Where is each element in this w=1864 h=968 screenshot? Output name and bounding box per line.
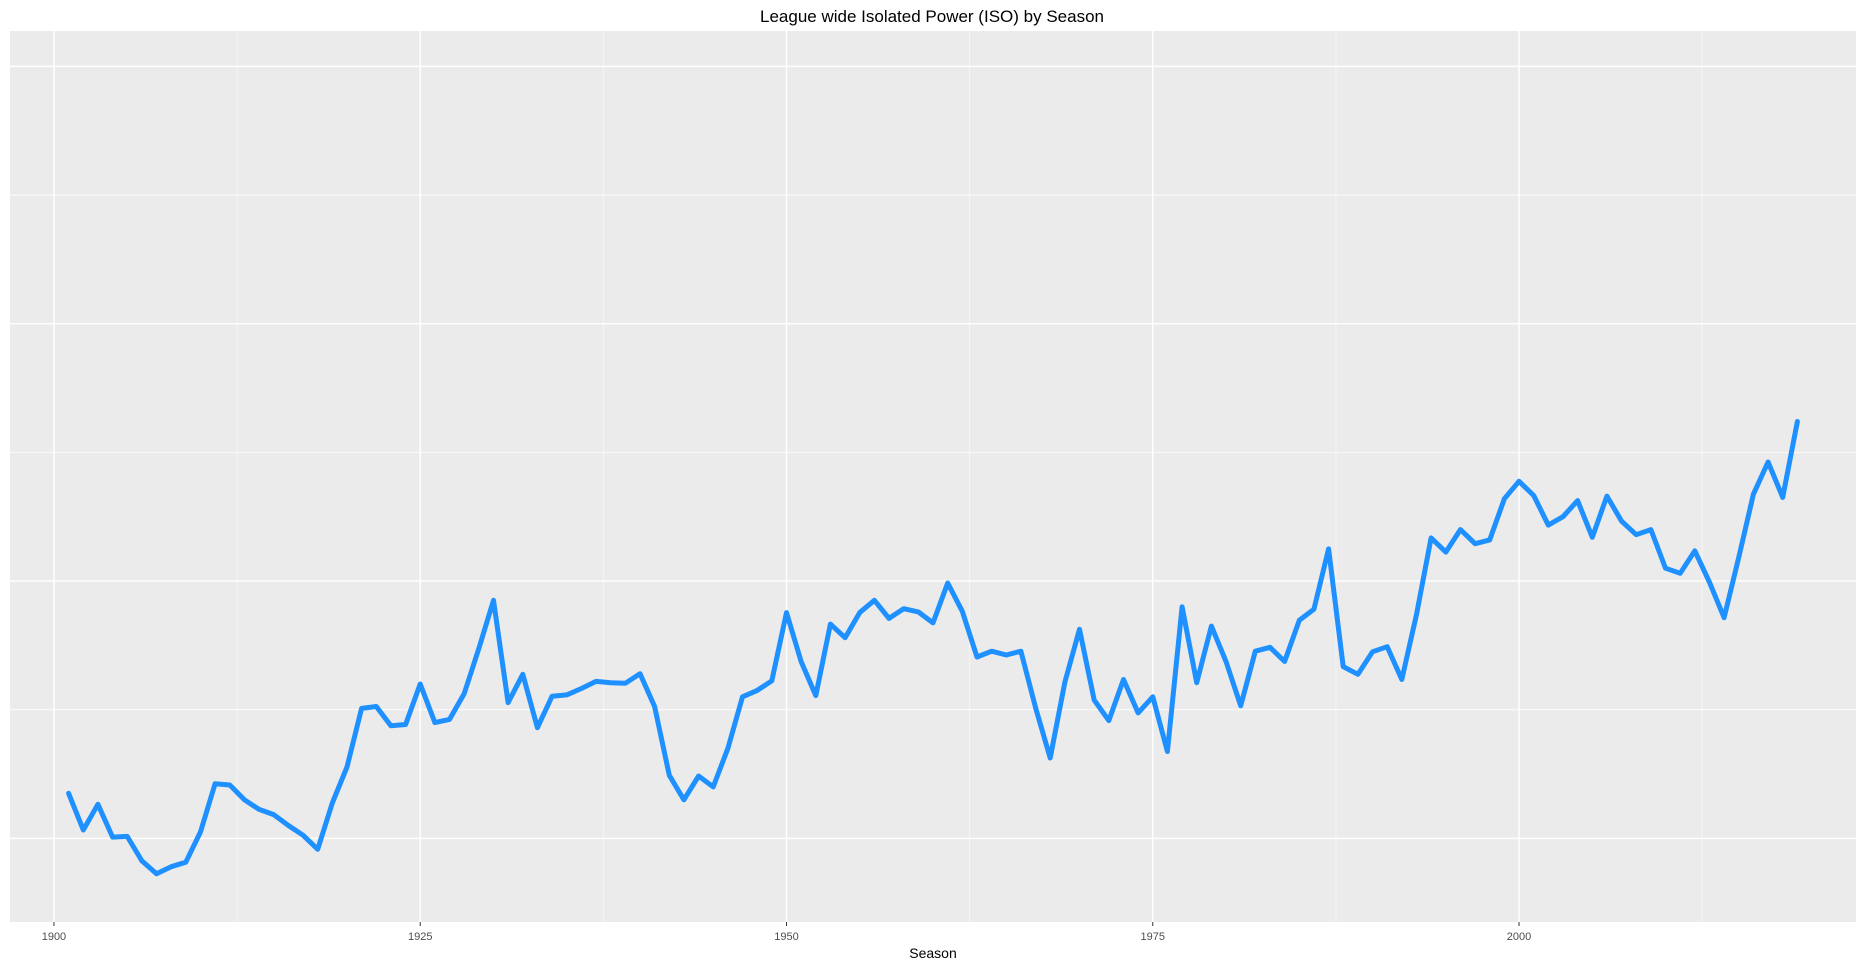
x-axis-title: Season (909, 945, 956, 961)
chart-title: League wide Isolated Power (ISO) by Seas… (760, 7, 1104, 26)
x-tick-label: 1900 (42, 931, 66, 943)
x-tick-label: 2000 (1507, 931, 1531, 943)
x-tick-label: 1950 (774, 931, 798, 943)
x-axis-labels: 1900 1925 1950 1975 2000 (42, 931, 1532, 943)
grid-minor (236, 31, 1703, 922)
series-line-iso (66, 419, 1800, 877)
x-tick-label: 1975 (1141, 931, 1165, 943)
x-tick-label: 1925 (408, 931, 432, 943)
x-axis-ticks (53, 922, 1520, 926)
plot-panel (10, 31, 1856, 922)
grid-major (10, 31, 1856, 922)
